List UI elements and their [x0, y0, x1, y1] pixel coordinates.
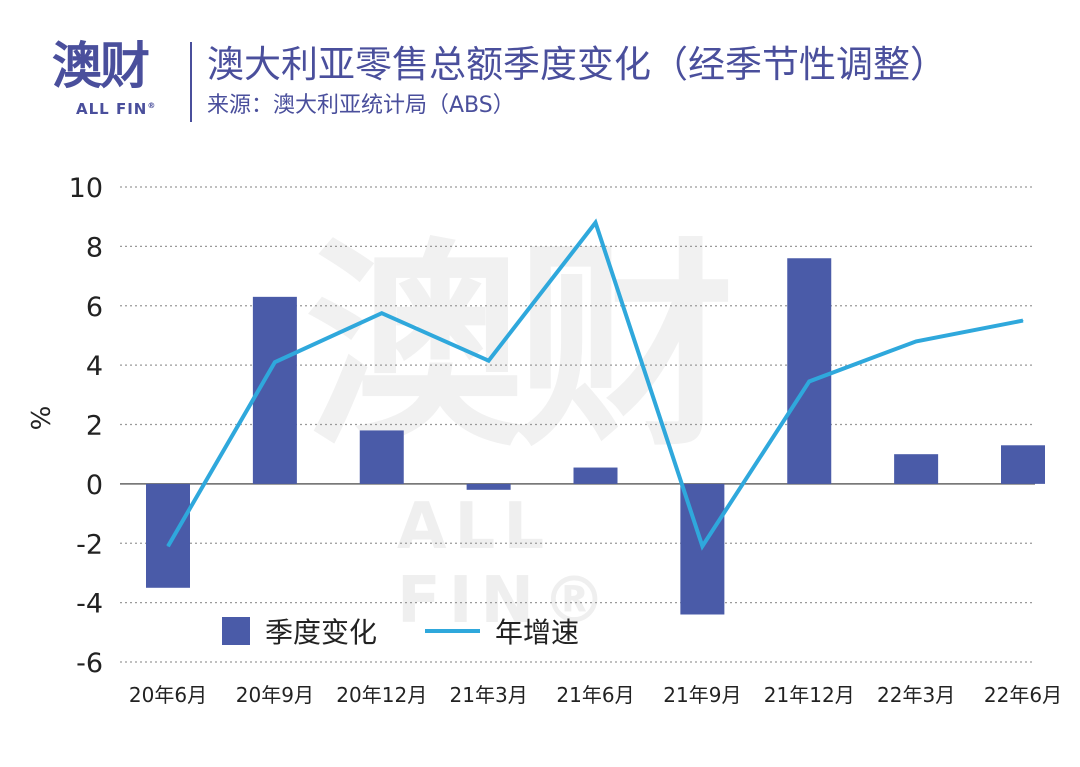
- x-axis-ticks: 20年6月 20年9月 20年12月 21年3月 21年6月 21年9月 21年12月 22年…: [129, 683, 1062, 707]
- line-point: [595, 222, 596, 224]
- y-tick-label: -2: [76, 529, 103, 560]
- x-tick-label: 21年9月: [663, 683, 741, 707]
- bar: [573, 467, 618, 484]
- chart-header: 澳财 ALL FIN® 澳大利亚零售总额季度变化（经季节性调整） 来源：澳大利亚…: [0, 0, 1080, 140]
- bar: [787, 258, 832, 484]
- x-tick-label: 20年12月: [336, 683, 427, 707]
- x-tick-label: 21年3月: [450, 683, 528, 707]
- x-tick-label: 22年6月: [984, 683, 1062, 707]
- line-point: [701, 545, 703, 547]
- legend-bar-swatch: [222, 617, 250, 645]
- y-tick-label: -4: [76, 589, 103, 620]
- combo-chart: 10 8 6 4 2 0 -2 -4 -6 % 20年6月 20年9月 20年12月 21年3月 21年…: [27, 173, 1062, 707]
- chart-title: 澳大利亚零售总额季度变化（经季节性调整）: [207, 43, 947, 86]
- y-tick-label: 4: [86, 351, 103, 382]
- bar: [146, 483, 190, 588]
- y-tick-label: 8: [86, 232, 103, 263]
- x-tick-label: 20年9月: [236, 683, 314, 707]
- x-tick-label: 21年12月: [764, 683, 855, 707]
- x-tick-label: 20年6月: [129, 683, 207, 707]
- bar: [466, 483, 511, 490]
- line-point: [1022, 320, 1024, 322]
- y-tick-label: 6: [86, 292, 103, 323]
- legend-bar-label: 季度变化: [265, 616, 377, 649]
- bar: [894, 454, 939, 484]
- y-axis-label: %: [27, 406, 57, 431]
- line-point: [915, 340, 917, 342]
- y-tick-label: 2: [86, 411, 103, 442]
- logo-chinese-text: 澳财: [52, 37, 150, 95]
- y-tick-label: 10: [69, 173, 103, 204]
- x-tick-label: 21年6月: [556, 683, 634, 707]
- bar: [359, 430, 404, 484]
- y-tick-label: 0: [86, 470, 103, 501]
- line-point: [488, 360, 490, 362]
- legend: 季度变化 年增速: [222, 616, 579, 649]
- bar-series: [146, 258, 1045, 615]
- brand-logo: 澳财 ALL FIN®: [52, 38, 182, 128]
- legend-line-label: 年增速: [495, 616, 579, 649]
- line-series: [166, 218, 1024, 551]
- y-tick-label: -6: [76, 648, 103, 679]
- line-point: [381, 312, 383, 314]
- line-point: [808, 380, 810, 382]
- x-tick-label: 22年3月: [877, 683, 955, 707]
- line-point: [167, 545, 169, 547]
- line-point: [274, 361, 276, 363]
- y-axis-ticks: 10 8 6 4 2 0 -2 -4 -6: [69, 173, 103, 679]
- chart-source: 来源：澳大利亚统计局（ABS）: [207, 93, 515, 118]
- logo-english-text: ALL FIN®: [76, 100, 157, 118]
- bar: [1001, 445, 1045, 484]
- header-divider: [190, 42, 192, 122]
